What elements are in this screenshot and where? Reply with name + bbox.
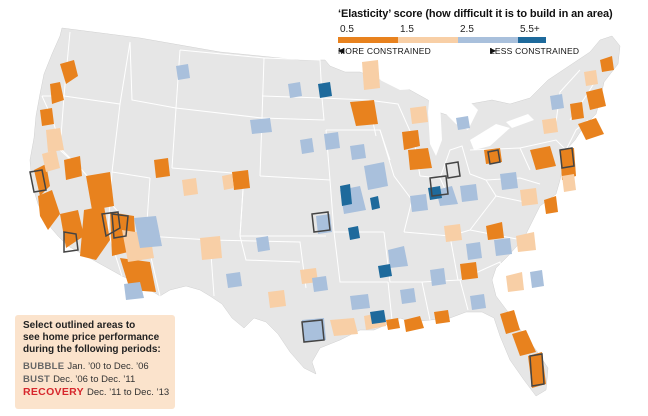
legend-tick-labels: 0.5 1.5 2.5 5.5+ — [338, 24, 588, 36]
elasticity-legend: ‘Elasticity’ score (how difficult it is … — [338, 8, 613, 58]
period-name: RECOVERY — [23, 386, 84, 398]
great-lakes — [380, 74, 534, 156]
legend-title: ‘Elasticity’ score (how difficult it is … — [338, 8, 613, 20]
period-range: Dec. ’06 to Dec. ’11 — [53, 374, 136, 385]
legend-direction-labels: ◀ MORE CONSTRAINED LESS CONSTRAINED ▶ — [338, 46, 588, 58]
less-constrained-label: LESS CONSTRAINED — [490, 46, 580, 56]
period-selection-panel: Select outlined areas to see home price … — [15, 315, 175, 409]
metro-regions-lightblue — [124, 64, 564, 342]
period-bust[interactable]: BUST Dec. ’06 to Dec. ’11 — [23, 373, 167, 386]
metro-regions-orange — [34, 56, 614, 388]
outlined-areas[interactable] — [29, 147, 575, 387]
legend-color-scale — [338, 37, 588, 43]
metro-regions-peach — [42, 60, 598, 336]
legend-color-swatch-lightblue — [458, 37, 518, 43]
more-constrained-label: MORE CONSTRAINED — [338, 46, 431, 56]
period-name: BUST — [23, 374, 51, 385]
legend-color-swatch-orange — [338, 37, 398, 43]
arrow-right-icon: ▶ — [490, 46, 497, 55]
arrow-left-icon: ◀ — [338, 46, 345, 55]
period-recovery[interactable]: RECOVERY Dec. ’11 to Dec. ’13 — [23, 386, 170, 399]
legend-tick-label: 1.5 — [400, 24, 414, 35]
legend-tick-label: 2.5 — [460, 24, 474, 35]
legend-color-swatch-darkblue — [518, 37, 546, 43]
period-name: BUBBLE — [23, 361, 65, 372]
metro-regions-darkblue — [318, 82, 442, 324]
panel-heading-line: Select outlined areas to — [23, 320, 136, 331]
period-range: Dec. ’11 to Dec. ’13 — [86, 387, 170, 398]
legend-tick-label: 0.5 — [340, 24, 354, 35]
legend-tick-label: 5.5+ — [520, 24, 540, 35]
panel-heading-line: during the following periods: — [23, 344, 161, 355]
legend-color-swatch-peach — [398, 37, 458, 43]
period-bubble[interactable]: BUBBLE Jan. ’00 to Dec. ’06 — [23, 360, 167, 373]
panel-heading-line: see home price performance — [23, 332, 160, 343]
period-range: Jan. ’00 to Dec. ’06 — [67, 361, 149, 372]
